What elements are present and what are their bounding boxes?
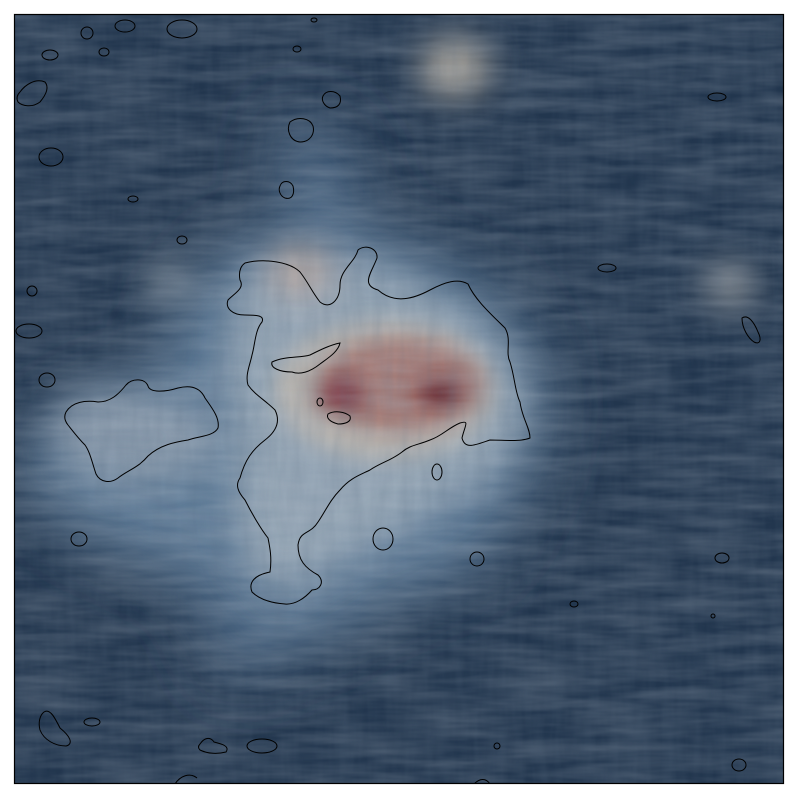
contour-m-1 — [372, 527, 394, 551]
contour-tl-6 — [166, 19, 198, 39]
contour-tl-12 — [38, 372, 56, 388]
contour-tl-2 — [38, 147, 64, 167]
contour-tl-9 — [176, 235, 188, 245]
contour-inner-d — [431, 463, 443, 481]
contour-top-4 — [292, 45, 302, 53]
contour-tl-11 — [15, 323, 43, 339]
lic-texture-b — [14, 14, 784, 784]
contour-r-1 — [597, 263, 617, 273]
contour-tl-5 — [114, 19, 136, 33]
contour-main — [226, 246, 531, 605]
contour-inner-a — [271, 342, 341, 374]
contour-tl-10 — [26, 285, 38, 297]
contour-b-4 — [174, 774, 198, 784]
contour-b-1 — [198, 737, 228, 754]
contour-inner-b — [327, 411, 351, 425]
contour-bl-1 — [38, 710, 71, 747]
contour-r-4 — [569, 600, 579, 608]
contour-l-1 — [70, 531, 88, 547]
contour-tl-8 — [127, 195, 139, 203]
contour-top-2 — [278, 181, 295, 199]
plot-frame — [13, 13, 785, 785]
contour-tl-4 — [80, 26, 94, 40]
contour-r-2 — [741, 316, 761, 344]
contour-top-5 — [310, 17, 318, 23]
contour-top-3 — [321, 91, 341, 109]
plot-area — [14, 14, 784, 784]
contour-top-1 — [287, 118, 314, 143]
contour-tl-3 — [41, 49, 59, 61]
contour-bl-2 — [83, 717, 101, 727]
contour-r-5 — [710, 613, 716, 619]
contour-r-3 — [714, 552, 730, 564]
contour-b-5 — [473, 779, 491, 784]
contour-m-2 — [469, 551, 485, 567]
contour-b-3 — [493, 742, 501, 750]
contour-tl-1 — [16, 80, 48, 107]
contour-tr-1 — [707, 92, 727, 102]
contour-inner-c — [316, 397, 324, 407]
contour-left — [64, 379, 219, 482]
contour-b-2 — [246, 738, 278, 754]
contour-br-1 — [731, 758, 747, 772]
contour-tl-7 — [98, 47, 110, 57]
contours — [15, 17, 761, 784]
